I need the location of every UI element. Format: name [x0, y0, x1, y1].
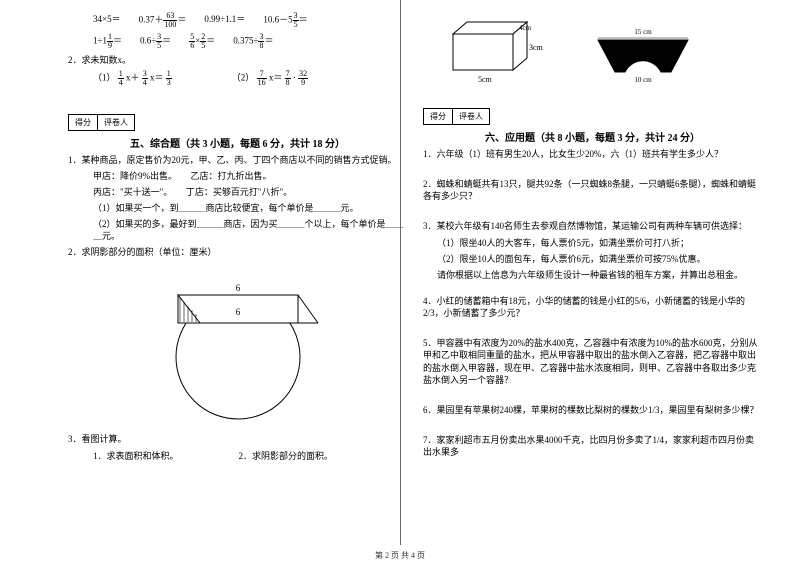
score-box-6: 得分 评卷人 — [423, 108, 762, 125]
right-column: 5cm 3cm 4cm 15 cm 10 cm 得分 评卷人 六、应用题（共 8… — [415, 10, 770, 545]
eq-1: 34×5＝ — [93, 12, 121, 29]
q6-3: 3．某校六年级有140名师生去参观自然博物馆，某运输公司有两种车辆可供选择： — [423, 220, 762, 232]
svg-text:6: 6 — [235, 283, 240, 293]
q6-1: 1．六年级（1）班有男生20人，比女生少20%，六（1）班共有学生多少人？ — [423, 148, 762, 160]
q2-equations: （1） 14 x＋ 34 x＝ 13 （2） 716 x＝ 78 · 329 — [68, 70, 407, 87]
q5-3b: 2．求阴影部分的面积。 — [239, 449, 334, 462]
eq-4: 10.6－535＝ — [263, 12, 307, 29]
eq-6: 0.6÷35＝ — [140, 33, 171, 50]
q5-3a: 1．求表面积和体积。 — [93, 449, 179, 462]
svg-text:10 cm: 10 cm — [634, 76, 652, 84]
q5-1b: 丙店："买十送一"。 丁店：买够百元打"八折"。 — [68, 186, 407, 198]
q5-1a: 甲店：降价9%出售。 乙店：打九折出售。 — [68, 170, 407, 182]
svg-text:15 cm: 15 cm — [634, 28, 652, 36]
q6-6: 6．果园里有苹果树240棵，苹果树的棵数比梨树的棵数少1/3，果园里有梨树多少棵… — [423, 404, 762, 416]
grader-cell: 评卷人 — [453, 108, 490, 125]
eq-2: 0.37＋63100＝ — [139, 12, 187, 29]
equation-row-1: 34×5＝ 0.37＋63100＝ 0.99÷1.1＝ 10.6－535＝ — [93, 12, 407, 29]
figure-trapezoid-arch: 15 cm 10 cm — [583, 24, 703, 86]
svg-text:6: 6 — [235, 307, 240, 317]
q6-3c: 请你根据以上信息为六年级师生设计一种最省钱的租车方案，并算出总租金。 — [423, 269, 762, 281]
score-cell: 得分 — [423, 108, 453, 125]
eq-5: 1÷119＝ — [93, 33, 122, 50]
q5-2: 2．求阴影部分的面积（单位：厘米） — [68, 246, 407, 258]
equation-row-2: 1÷119＝ 0.6÷35＝ 56×25＝ 0.375÷38＝ — [93, 33, 407, 50]
score-cell: 得分 — [68, 114, 98, 131]
eq-3: 0.99÷1.1＝ — [204, 12, 245, 29]
q6-3b: （2）限坐10人的面包车，每人票价6元，如满坐票价可按75%优惠。 — [423, 253, 762, 265]
q2-label: 2．求未知数x。 — [68, 54, 407, 67]
q6-4: 4．小红的储蓄箱中有18元，小华的储蓄的钱是小红的5/6，小新储蓄的钱是小华的2… — [423, 295, 762, 319]
column-divider — [400, 0, 401, 545]
svg-text:3cm: 3cm — [529, 43, 543, 52]
eq-7: 56×25＝ — [189, 33, 215, 50]
q5-1d: （2）如果买的多，最好到＿＿＿商店，因为买＿＿＿个以上，每个单价是＿＿＿元。 — [68, 218, 407, 242]
left-column: 34×5＝ 0.37＋63100＝ 0.99÷1.1＝ 10.6－535＝ 1÷… — [60, 10, 415, 545]
grader-cell: 评卷人 — [98, 114, 135, 131]
svg-text:4cm: 4cm — [519, 24, 532, 32]
svg-text:5cm: 5cm — [478, 75, 493, 84]
section-5-title: 五、综合题（共 3 小题，每题 6 分，共计 18 分） — [68, 135, 407, 150]
q5-1c: （1）如果买一个，到＿＿＿商店比较便宜，每个单价是＿＿＿元。 — [68, 202, 407, 214]
page-footer: 第 2 页 共 4 页 — [0, 550, 800, 561]
q6-2: 2．蜘蛛和蜻蜓共有13只，腿共92条（一只蜘蛛8条腿，一只蜻蜓6条腿），蜘蛛和蜻… — [423, 178, 762, 202]
figure-circle-trapezoid: 6 6 — [148, 265, 328, 427]
q5-3: 3．看图计算。 — [68, 433, 407, 445]
q6-7: 7．家家利超市五月份卖出水果4000千克，比四月份多卖了1/4，家家利超市四月份… — [423, 434, 762, 458]
score-box-5: 得分 评卷人 — [68, 114, 407, 131]
q5-1: 1．某种商品，原定售价为20元，甲、乙、丙、丁四个商店以不同的销售方式促销。 — [68, 154, 407, 166]
eq-8: 0.375÷38＝ — [233, 33, 273, 50]
q6-5: 5．甲容器中有浓度为20%的盐水400克，乙容器中有浓度为10%的盐水600克，… — [423, 337, 762, 386]
figure-cuboid: 5cm 3cm 4cm — [443, 14, 543, 86]
q6-3a: （1）限坐40人的大客车，每人票价5元，如满坐票价可打八折； — [423, 237, 762, 249]
section-6-title: 六、应用题（共 8 小题，每题 3 分，共计 24 分） — [423, 129, 762, 144]
